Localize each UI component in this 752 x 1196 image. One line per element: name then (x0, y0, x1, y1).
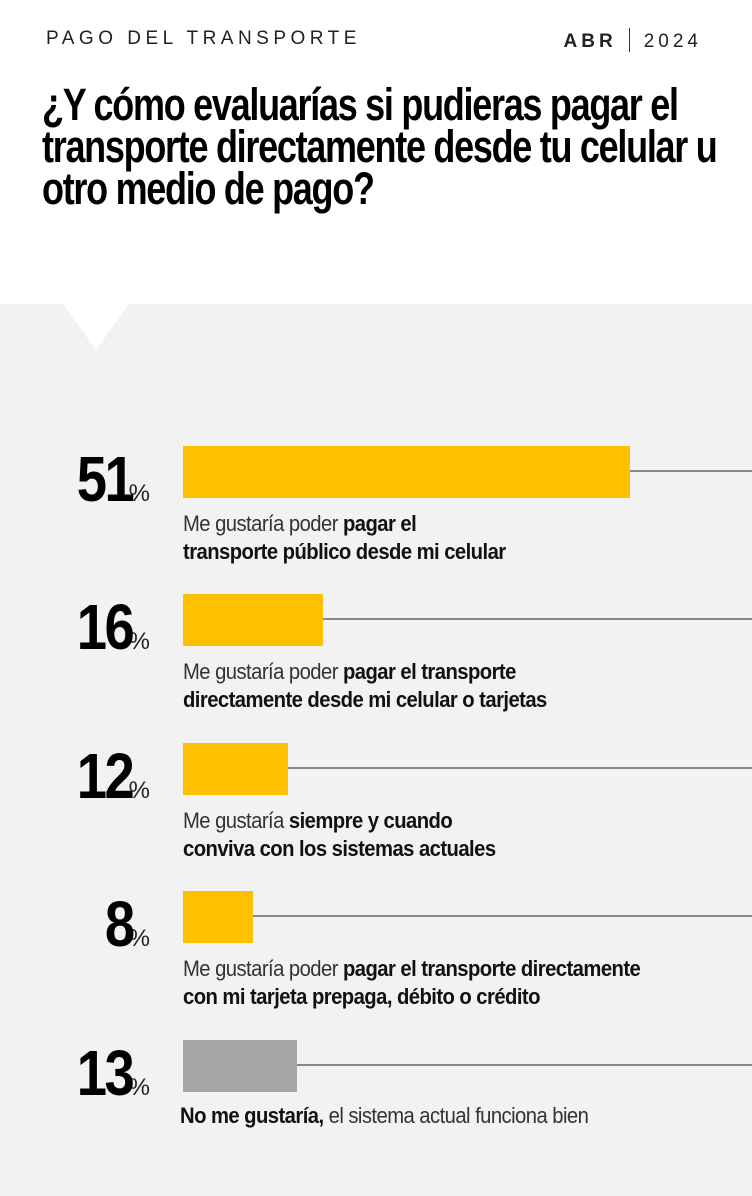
label-text: el sistema actual funciona bien (323, 1103, 589, 1128)
percent-sign: % (128, 480, 150, 507)
bar (183, 891, 254, 943)
label-emphasis: transporte público desde mi celular (183, 539, 506, 564)
label-emphasis: directamente desde mi celular o tarjetas (183, 687, 547, 712)
bar (183, 594, 324, 646)
bar-guide-line (288, 767, 752, 769)
label-emphasis: pagar el transporte (342, 659, 516, 684)
bar-row: 8% Me gustaría poder pagar el transporte … (0, 888, 752, 1031)
bar-guide-line (323, 618, 752, 620)
bar (183, 446, 631, 498)
value-label: 13% (67, 1036, 150, 1110)
bar (183, 743, 289, 795)
bar-guide-line (630, 470, 752, 472)
date-year: 2024 (643, 31, 702, 52)
label-emphasis: siempre y cuando (288, 808, 453, 833)
bar-category-label: Me gustaría siempre y cuando conviva con … (183, 807, 744, 863)
value-label: 51% (67, 442, 150, 516)
bar-guide-line (253, 915, 752, 917)
value-number: 8 (104, 888, 135, 960)
bar-category-label: Me gustaría poder pagar el transporte púb… (183, 510, 744, 566)
value-label: 12% (67, 739, 150, 813)
percent-sign: % (128, 628, 150, 655)
pointer-notch (63, 304, 129, 350)
bar-guide-line (297, 1064, 752, 1066)
label-text: Me gustaría (183, 808, 289, 833)
label-emphasis: con mi tarjeta prepaga, débito o crédito (183, 984, 540, 1009)
chart-title: ¿Y cómo evaluarías si pudieras pagar el … (42, 79, 718, 214)
label-text: Me gustaría poder (183, 956, 343, 981)
value-label: 16% (67, 590, 150, 664)
bar-row: 12% Me gustaría siempre y cuando conviva c… (0, 740, 752, 883)
label-text: Me gustaría poder (183, 659, 343, 684)
label-emphasis: No me gustaría, (180, 1103, 324, 1128)
label-emphasis: pagar el (342, 511, 417, 536)
bar-row: 16% Me gustaría poder pagar el transporte… (0, 591, 752, 734)
value-label: 8% (100, 887, 150, 961)
bar-category-label: Me gustaría poder pagar el transporte di… (183, 955, 744, 1011)
bar (183, 1040, 297, 1092)
value-number: 12 (77, 740, 135, 812)
percent-sign: % (128, 1074, 150, 1101)
percent-sign: % (128, 925, 150, 952)
label-emphasis: pagar el transporte directamente (342, 956, 641, 981)
label-emphasis: conviva con los sistemas actuales (183, 836, 496, 861)
bar-row: 13% No me gustaría, el sistema actual fun… (0, 1037, 752, 1180)
date-month: ABR (563, 31, 617, 52)
value-number: 51 (77, 443, 135, 515)
label-text: Me gustaría poder (183, 511, 343, 536)
date-divider (628, 28, 630, 52)
bar-category-label: No me gustaría, el sistema actual funcio… (180, 1102, 741, 1130)
value-number: 13 (77, 1037, 135, 1109)
bar-category-label: Me gustaría poder pagar el transporte dir… (183, 658, 744, 714)
kicker: PAGO DEL TRANSPORTE (46, 28, 361, 49)
bar-row: 51% Me gustaría poder pagar el transporte … (0, 443, 752, 586)
value-number: 16 (77, 591, 135, 663)
percent-sign: % (128, 777, 150, 804)
date: ABR 2024 (564, 28, 702, 53)
